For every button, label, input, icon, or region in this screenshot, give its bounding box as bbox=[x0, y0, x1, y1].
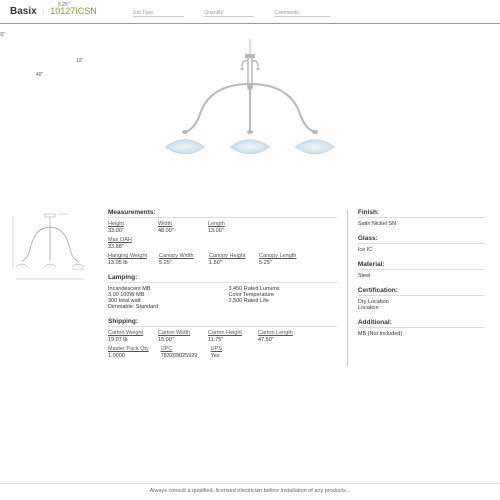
additional-value: MB (Not Included) bbox=[358, 331, 485, 337]
maxoah-label: Max OAH bbox=[108, 237, 146, 243]
diagram-column: 5.25" 33" 13" 48" bbox=[10, 209, 100, 367]
upc-value: 783209025929 bbox=[161, 353, 199, 359]
cl-label: Canopy Length bbox=[259, 253, 297, 259]
length-value: 13.00" bbox=[208, 228, 246, 234]
lamping-title: Lamping: bbox=[108, 274, 337, 283]
cert-section: Certification: Dry Location Location bbox=[358, 287, 485, 311]
measurements-title: Measurements: bbox=[108, 209, 337, 218]
dim-length: 13" bbox=[76, 58, 83, 64]
cwt-value: 19.07 lb bbox=[108, 337, 146, 343]
width-value: 48.00" bbox=[158, 228, 196, 234]
brand-name: Basix bbox=[10, 6, 37, 17]
spec-right: Finish: Satin Nickel SN Glass: Ice IC Ma… bbox=[347, 209, 485, 367]
maxoah-value: 33.88" bbox=[108, 244, 146, 250]
shipping-section: Shipping: Carton Weight19.07 lb Carton W… bbox=[108, 318, 337, 359]
lamp-r3: 2,500 Rated Life bbox=[228, 298, 336, 304]
cwd-value: 15.00" bbox=[158, 337, 196, 343]
product-image bbox=[0, 24, 500, 204]
header-fields: Job Type: Quantity: Comments: bbox=[133, 10, 330, 17]
ups-value: Yes bbox=[211, 353, 249, 359]
footer-disclaimer: Always consult a qualified, licensed ele… bbox=[0, 483, 500, 498]
specs: Measurements: Height33.00" Width48.00" L… bbox=[108, 209, 485, 367]
cert-v2: Location bbox=[358, 305, 485, 311]
material-value: Steel bbox=[358, 273, 485, 279]
hw-label: Hanging Weight bbox=[108, 253, 147, 259]
dim-height: 33" bbox=[0, 32, 5, 38]
cwd-label: Carton Width bbox=[158, 330, 196, 336]
cln-label: Carton Length bbox=[258, 330, 296, 336]
dimension-diagram bbox=[10, 209, 100, 299]
glass-title: Glass: bbox=[358, 235, 485, 244]
glass-section: Glass: Ice IC bbox=[358, 235, 485, 253]
glass-value: Ice IC bbox=[358, 247, 485, 253]
finish-title: Finish: bbox=[358, 209, 485, 218]
cln-value: 47.50" bbox=[258, 337, 296, 343]
height-label: Height bbox=[108, 221, 146, 227]
mp-label: Master Pack Qty bbox=[108, 346, 149, 352]
width-label: Width bbox=[158, 221, 196, 227]
dim-width: 48" bbox=[36, 72, 43, 78]
cht-label: Carton Height bbox=[208, 330, 246, 336]
ups-label: UPS bbox=[211, 346, 249, 352]
hw-value: 13.05 lb bbox=[108, 260, 147, 266]
ch-label: Canopy Height bbox=[209, 253, 247, 259]
lamp-l4: Dimmable: Standard bbox=[108, 304, 216, 310]
mp-value: 1.0000 bbox=[108, 353, 149, 359]
cl-value: 5.25" bbox=[259, 260, 297, 266]
cert-title: Certification: bbox=[358, 287, 485, 296]
material-title: Material: bbox=[358, 261, 485, 270]
height-value: 33.00" bbox=[108, 228, 146, 234]
field-jobtype: Job Type: bbox=[133, 10, 185, 17]
additional-title: Additional: bbox=[358, 319, 485, 328]
additional-section: Additional: MB (Not Included) bbox=[358, 319, 485, 337]
divider: | bbox=[43, 10, 45, 16]
spec-left: Measurements: Height33.00" Width48.00" L… bbox=[108, 209, 337, 367]
cht-value: 11.75" bbox=[208, 337, 246, 343]
finish-value: Satin Nickel SN bbox=[358, 221, 485, 227]
shipping-title: Shipping: bbox=[108, 318, 337, 327]
field-qty: Quantity: bbox=[204, 10, 254, 17]
measurements-section: Measurements: Height33.00" Width48.00" L… bbox=[108, 209, 337, 266]
finish-section: Finish: Satin Nickel SN bbox=[358, 209, 485, 227]
lamping-section: Lamping: Incandescent MB 3.00 100W MB 30… bbox=[108, 274, 337, 310]
dim-canopy: 5.25" bbox=[58, 2, 70, 8]
field-comments: Comments: bbox=[274, 10, 330, 17]
length-label: Length bbox=[208, 221, 246, 227]
material-section: Material: Steel bbox=[358, 261, 485, 279]
content: 5.25" 33" 13" 48" Measurements: Height33… bbox=[0, 204, 500, 372]
cwt-label: Carton Weight bbox=[108, 330, 146, 336]
chandelier-svg bbox=[160, 39, 340, 189]
ch-value: 1.50" bbox=[209, 260, 247, 266]
cw-value: 5.25" bbox=[159, 260, 197, 266]
cw-label: Canopy Width bbox=[159, 253, 197, 259]
upc-label: UPC bbox=[161, 346, 199, 352]
header: Basix | 10127ICSN Job Type: Quantity: Co… bbox=[0, 0, 500, 24]
